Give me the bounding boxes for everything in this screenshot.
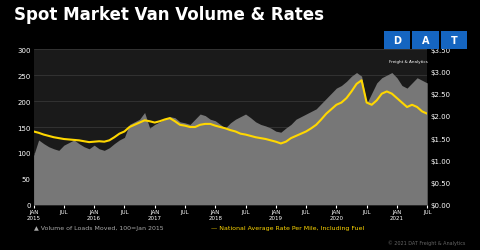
Text: A: A [422, 36, 429, 46]
Text: — National Average Rate Per Mile, Including Fuel: — National Average Rate Per Mile, Includ… [211, 225, 364, 230]
Text: T: T [450, 36, 457, 46]
Text: D: D [393, 36, 401, 46]
Text: Freight & Analytics: Freight & Analytics [389, 60, 428, 64]
Text: © 2021 DAT Freight & Analytics: © 2021 DAT Freight & Analytics [388, 240, 466, 245]
Text: ▲ Volume of Loads Moved, 100=Jan 2015: ▲ Volume of Loads Moved, 100=Jan 2015 [34, 225, 163, 230]
Text: Spot Market Van Volume & Rates: Spot Market Van Volume & Rates [14, 6, 324, 24]
